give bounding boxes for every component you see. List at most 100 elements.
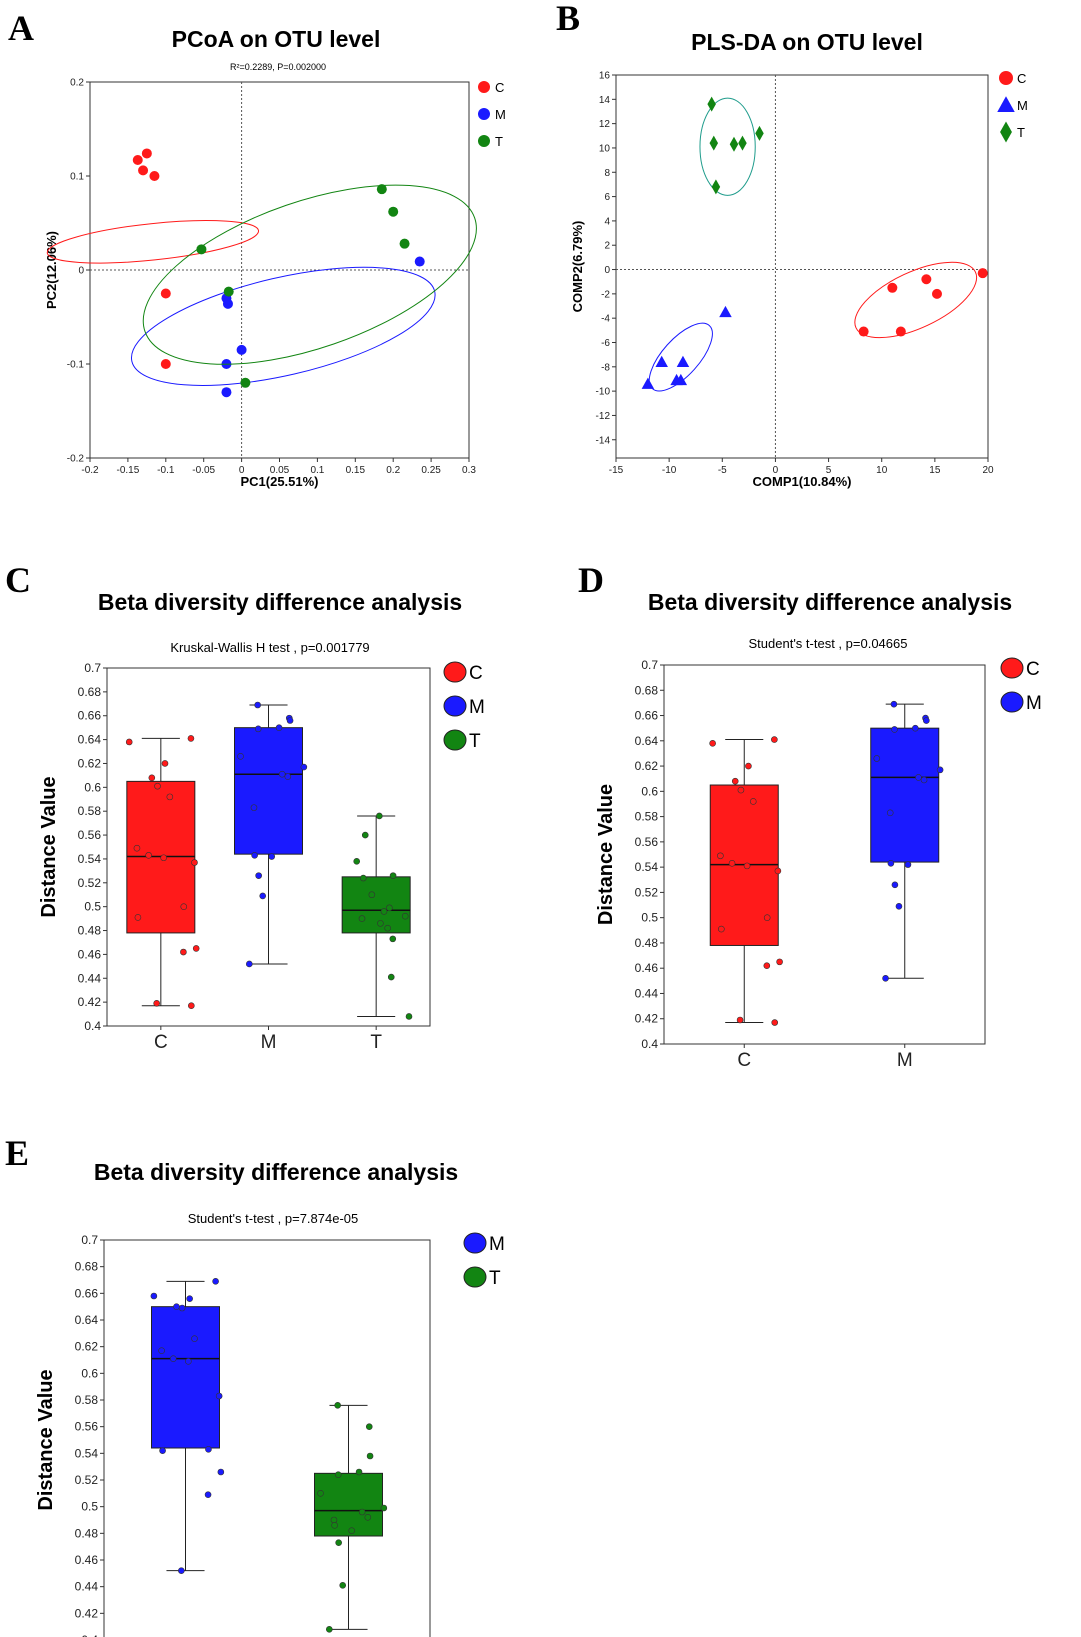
panel-c: C Beta diversity difference analysis Krusk… xyxy=(5,560,485,1053)
data-point-T xyxy=(359,874,367,882)
data-point-C xyxy=(180,903,188,910)
data-point-C xyxy=(887,282,898,293)
legend-marker-T xyxy=(463,1266,487,1288)
data-point-C xyxy=(749,798,757,805)
box-T xyxy=(341,876,411,934)
data-point-T xyxy=(361,831,369,839)
y-tick-label: 0.5 xyxy=(81,1500,98,1514)
legend-marker-M xyxy=(463,1232,487,1254)
data-point-T xyxy=(358,915,366,922)
y-tick-label: 16 xyxy=(599,71,611,82)
data-point-T xyxy=(348,1527,356,1534)
data-point-C xyxy=(717,852,724,860)
legend-marker-C xyxy=(999,71,1013,85)
y-tick-label: 0.44 xyxy=(75,1580,99,1594)
legend-label-T: T xyxy=(495,134,503,149)
x-tick-label: 0.25 xyxy=(421,465,441,476)
chart-subtitle: Student's t-test , p=7.874e-05 xyxy=(188,1211,359,1226)
y-tick-label: 0.42 xyxy=(635,1012,659,1026)
y-tick-label: 0.7 xyxy=(81,1233,98,1247)
y-axis-label: PC2(12.06%) xyxy=(44,231,59,309)
x-tick-label: 0.05 xyxy=(270,465,290,476)
y-tick-label: 0.5 xyxy=(84,900,101,914)
data-point-T xyxy=(240,377,251,388)
legend-label-C: C xyxy=(469,663,483,684)
legend-marker-M xyxy=(997,96,1015,112)
plot-frame xyxy=(663,664,986,1045)
data-point-C xyxy=(776,958,783,966)
data-point-C xyxy=(138,165,149,176)
data-point-C xyxy=(774,867,782,875)
data-point-C xyxy=(745,762,752,770)
data-point-M xyxy=(254,725,262,733)
x-tick-label: 0.1 xyxy=(310,465,324,476)
x-tick-label: 0.15 xyxy=(346,465,366,476)
data-point-C xyxy=(188,1002,195,1010)
x-tick-label: -0.1 xyxy=(157,465,175,476)
y-tick-label: -0.2 xyxy=(67,454,85,465)
data-point-M xyxy=(215,1392,223,1400)
chart-subtitle: R²=0.2289, P=0.002000 xyxy=(230,62,326,72)
data-point-M xyxy=(886,809,894,817)
box-M xyxy=(151,1306,220,1449)
data-point-T xyxy=(386,904,393,912)
y-tick-label: 0.6 xyxy=(641,784,658,798)
y-tick-label: 0.52 xyxy=(78,876,102,890)
data-point-M xyxy=(676,355,690,367)
legend-marker-M xyxy=(478,108,490,120)
y-tick-label: 0 xyxy=(604,265,610,276)
data-point-M xyxy=(278,770,286,778)
confidence-ellipse-T xyxy=(699,97,756,196)
data-point-M xyxy=(250,804,258,811)
y-tick-label: -0.1 xyxy=(67,360,85,371)
confidence-ellipse-C xyxy=(46,220,260,264)
data-point-M xyxy=(915,774,922,781)
legend-marker-T xyxy=(443,729,467,751)
y-tick-label: -2 xyxy=(601,289,610,300)
data-point-M xyxy=(186,1295,193,1302)
data-point-M xyxy=(923,717,930,724)
data-point-C xyxy=(148,774,156,782)
legend-label-C: C xyxy=(1017,71,1026,86)
data-point-M xyxy=(169,1355,177,1362)
x-axis-label: COMP1(10.84%) xyxy=(753,474,852,489)
y-tick-label: 0.4 xyxy=(81,1633,98,1637)
y-tick-label: 0.68 xyxy=(75,1260,99,1274)
data-point-M xyxy=(222,298,233,309)
chart-subtitle: Kruskal-Wallis H test , p=0.001779 xyxy=(170,640,369,655)
y-tick-label: 0.46 xyxy=(635,961,659,975)
y-tick-label: 0.46 xyxy=(78,947,102,961)
chart-title: PCoA on OTU level xyxy=(172,26,381,52)
data-point-T xyxy=(729,136,739,152)
data-point-M xyxy=(205,1446,212,1453)
data-point-M xyxy=(150,1292,158,1300)
x-tick-label: 0 xyxy=(239,465,245,476)
data-point-T xyxy=(711,179,721,195)
data-point-C xyxy=(180,948,187,956)
y-tick-label: 0.48 xyxy=(635,936,659,950)
y-tick-label: 0.2 xyxy=(70,78,84,89)
data-point-C xyxy=(731,777,739,785)
data-point-C xyxy=(141,148,152,159)
data-point-T xyxy=(355,1468,363,1476)
y-tick-label: 0.6 xyxy=(81,1366,98,1380)
y-tick-label: 0.62 xyxy=(78,756,102,770)
data-point-M xyxy=(245,960,253,968)
data-point-M xyxy=(255,872,262,879)
data-point-M xyxy=(873,755,881,762)
legend-label-C: C xyxy=(495,80,504,95)
data-point-T xyxy=(388,206,399,217)
data-point-M xyxy=(178,1304,186,1312)
y-tick-label: 0.4 xyxy=(84,1019,101,1033)
y-tick-label: 0.54 xyxy=(75,1446,99,1460)
data-point-T xyxy=(334,1402,341,1409)
y-tick-label: 0.56 xyxy=(635,835,659,849)
x-tick-label: M xyxy=(897,1050,913,1071)
y-axis-label: Distance Value xyxy=(35,1369,57,1510)
data-point-M xyxy=(890,700,898,708)
data-point-M xyxy=(904,861,912,868)
data-point-C xyxy=(187,735,195,742)
data-point-M xyxy=(254,701,261,709)
x-tick-label: 0.3 xyxy=(462,465,476,476)
